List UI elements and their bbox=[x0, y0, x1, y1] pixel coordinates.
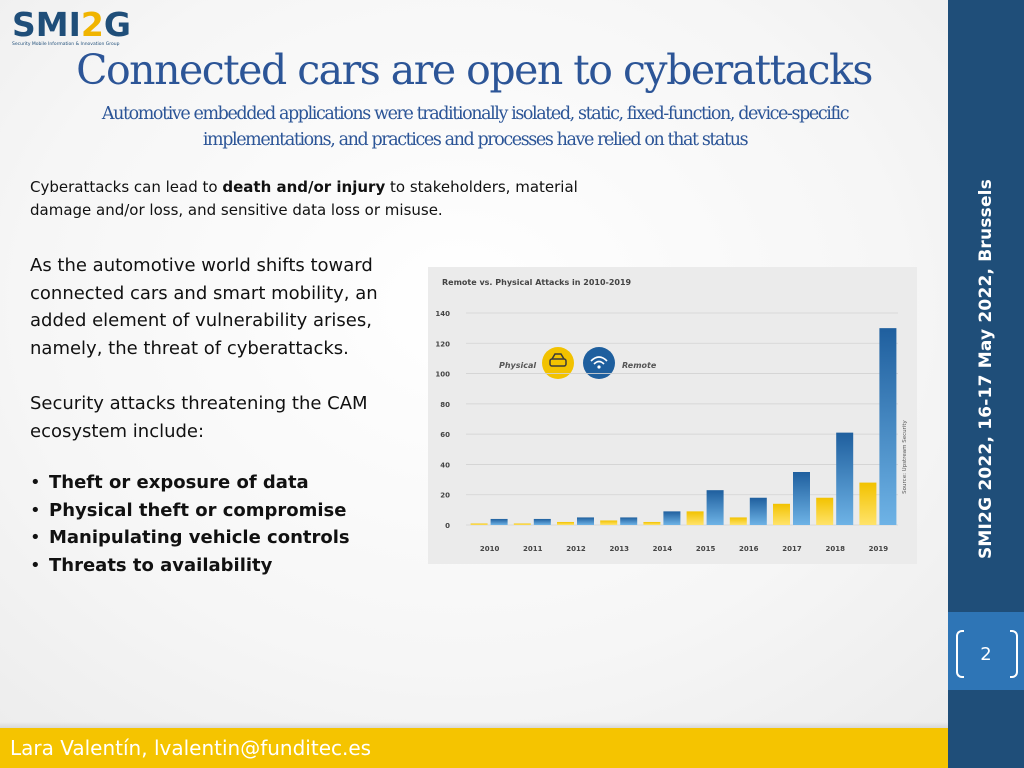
x-tick-label: 2010 bbox=[480, 545, 500, 553]
logo-text-b: 2 bbox=[80, 5, 104, 44]
intro-paragraph: Cyberattacks can lead to death and/or in… bbox=[30, 176, 630, 222]
bar-remote-2010 bbox=[490, 518, 508, 525]
page-bracket-right bbox=[1010, 630, 1018, 678]
x-tick-label: 2014 bbox=[653, 545, 673, 553]
x-tick-label: 2011 bbox=[523, 545, 543, 553]
y-tick-label: 60 bbox=[440, 431, 450, 439]
bar-physical-2012 bbox=[557, 521, 574, 525]
chart-source: Source: Upstream Security bbox=[902, 419, 908, 493]
car-icon bbox=[542, 347, 574, 379]
bar-remote-2019 bbox=[879, 328, 897, 525]
x-tick-label: 2017 bbox=[782, 545, 802, 553]
body-paragraph-1: As the automotive world shifts toward co… bbox=[30, 255, 378, 359]
x-tick-label: 2016 bbox=[739, 545, 759, 553]
y-tick-label: 20 bbox=[440, 492, 450, 500]
bar-physical-2010 bbox=[470, 523, 488, 525]
bar-physical-2017 bbox=[773, 503, 790, 525]
x-tick-label: 2013 bbox=[609, 545, 629, 553]
y-tick-label: 140 bbox=[435, 310, 450, 318]
car-icon-body bbox=[549, 358, 567, 367]
bar-remote-2017 bbox=[793, 472, 810, 525]
list-item: Manipulating vehicle controls bbox=[30, 524, 350, 552]
wifi-icon-waves bbox=[590, 356, 608, 365]
chart-x-ticks: 2010 2011 2012 2013 2014 2015 2016 2017 2018 2019 bbox=[480, 545, 888, 553]
bar-remote-2013 bbox=[620, 517, 638, 525]
bar-physical-2018 bbox=[816, 497, 834, 525]
bar-physical-2013 bbox=[600, 520, 618, 525]
bar-remote-2012 bbox=[577, 517, 594, 525]
legend-label-physical: Physical bbox=[499, 361, 536, 370]
intro-bold: death and/or injury bbox=[222, 178, 386, 196]
car-icon-roof bbox=[551, 353, 565, 360]
x-tick-label: 2019 bbox=[869, 545, 889, 553]
footer-shadow bbox=[0, 722, 948, 728]
chart-legend: Physical Remote bbox=[499, 347, 657, 379]
list-item: Theft or exposure of data bbox=[30, 469, 350, 497]
chart-bars bbox=[470, 328, 897, 525]
bar-remote-2014 bbox=[663, 511, 681, 525]
x-tick-label: 2018 bbox=[825, 545, 845, 553]
bar-physical-2011 bbox=[513, 523, 531, 525]
chart-grid bbox=[466, 312, 898, 526]
page-number: 2 bbox=[980, 644, 992, 665]
event-info: SMI2G 2022, 16-17 May 2022, Brussels bbox=[976, 178, 996, 560]
body-paragraph-2: Security attacks threatening the CAM eco… bbox=[30, 393, 368, 442]
sidebar-footer bbox=[948, 728, 1024, 768]
attack-list: Theft or exposure of data Physical theft… bbox=[30, 469, 350, 579]
slide-title: Connected cars are open to cyberattacks bbox=[76, 46, 873, 94]
chart-title: Remote vs. Physical Attacks in 2010-2019 bbox=[442, 278, 632, 287]
bar-physical-2015 bbox=[686, 511, 704, 525]
y-tick-label: 120 bbox=[435, 340, 450, 348]
bar-remote-2015 bbox=[706, 490, 724, 525]
y-tick-label: 40 bbox=[440, 461, 450, 469]
subtitle-line-1: Automotive embedded applications were tr… bbox=[101, 104, 850, 124]
list-item: Threats to availability bbox=[30, 552, 350, 580]
footer-bar bbox=[0, 728, 948, 768]
wifi-icon bbox=[583, 347, 615, 379]
bar-remote-2016 bbox=[749, 497, 767, 525]
legend-label-remote: Remote bbox=[622, 361, 657, 370]
list-item: Physical theft or compromise bbox=[30, 497, 350, 525]
x-tick-label: 2015 bbox=[696, 545, 716, 553]
wifi-icon-dot bbox=[597, 365, 601, 369]
y-tick-label: 0 bbox=[445, 522, 450, 530]
attacks-chart-svg: Remote vs. Physical Attacks in 2010-2019… bbox=[435, 278, 908, 553]
bar-physical-2014 bbox=[643, 521, 661, 525]
y-tick-label: 80 bbox=[440, 401, 450, 409]
bar-physical-2016 bbox=[729, 517, 747, 525]
x-tick-label: 2012 bbox=[566, 545, 586, 553]
attacks-chart: Remote vs. Physical Attacks in 2010-2019… bbox=[428, 267, 917, 564]
slide-subtitle: Automotive embedded applications were tr… bbox=[55, 101, 895, 153]
logo-text-a: SMI bbox=[12, 5, 81, 44]
footer-author: Lara Valentín, lvalentin@funditec.es bbox=[10, 736, 372, 760]
logo-subtext: Security Mobile Information & Innovation… bbox=[12, 42, 120, 47]
chart-y-ticks: 0 20 40 60 80 100 120 140 bbox=[435, 310, 450, 530]
subtitle-line-2: implementations, and practices and proce… bbox=[202, 130, 749, 150]
intro-text-1: Cyberattacks can lead to bbox=[30, 178, 223, 196]
y-tick-label: 100 bbox=[435, 371, 450, 379]
bar-remote-2011 bbox=[533, 518, 551, 525]
page-bracket-left bbox=[956, 630, 964, 678]
bar-remote-2018 bbox=[836, 432, 854, 525]
intro-text-2: to stakeholders, material damage and/or … bbox=[30, 178, 578, 219]
logo-text-c: G bbox=[103, 5, 131, 44]
smi2g-logo: SMI2G Security Mobile Information & Inno… bbox=[12, 8, 144, 52]
bar-physical-2019 bbox=[859, 482, 877, 525]
